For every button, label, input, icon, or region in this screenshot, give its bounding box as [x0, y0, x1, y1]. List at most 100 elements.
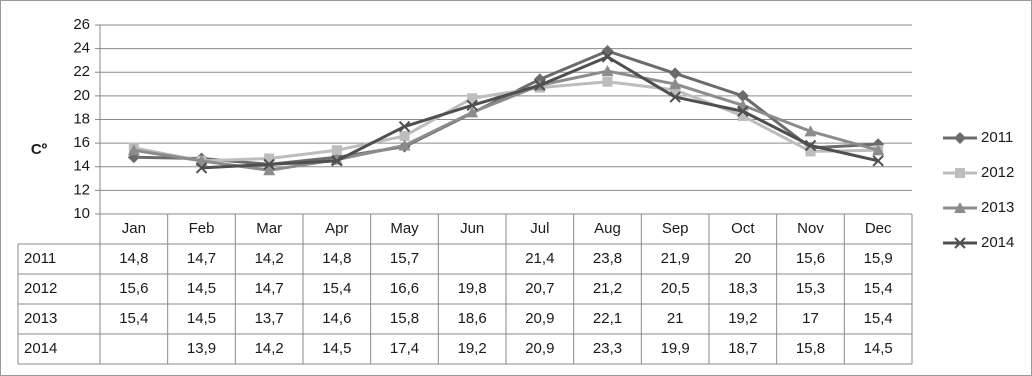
- point-2014-feb: [195, 162, 208, 174]
- series-2014: [195, 51, 884, 174]
- point-2013-aug: [601, 65, 614, 77]
- table-cell-2011-apr: 14,8: [322, 250, 351, 267]
- table-cell-2013-nov: 17: [802, 310, 819, 327]
- point-2014-jun-stroke-b: [466, 99, 478, 112]
- point-2014-sep-stroke-b: [669, 91, 681, 103]
- table-cell-2014-oct: 18,7: [728, 340, 757, 357]
- category-label-jan: Jan: [122, 220, 146, 237]
- table-cell-2013-apr: 14,6: [322, 310, 351, 327]
- table-cell-2012-aug: 21,2: [593, 280, 622, 297]
- point-2013-dec: [872, 144, 885, 156]
- table-row-header-2011: 2011: [24, 250, 56, 267]
- point-2013-jun: [466, 106, 479, 118]
- y-axis-label: Cº: [31, 141, 48, 158]
- point-2012-oct: [737, 110, 748, 121]
- point-2014-may: [398, 120, 411, 133]
- y-tick-label-14: 14: [73, 158, 90, 175]
- series-line-2013: [133, 69, 879, 172]
- table-cell-2013-jul: 20,9: [525, 310, 554, 327]
- point-2014-oct: [737, 105, 749, 117]
- y-tick-label-26: 26: [73, 16, 90, 33]
- table-cell-2012-jun: 19,8: [458, 280, 487, 297]
- point-2014-aug: [601, 51, 614, 63]
- point-2014-jun: [466, 99, 478, 112]
- category-label-apr: Apr: [325, 220, 348, 237]
- table-cell-2014-nov: 15,8: [796, 340, 825, 357]
- table-cell-2011-nov: 15,6: [796, 250, 825, 267]
- category-label-may: May: [390, 220, 419, 237]
- series-2011: [127, 44, 885, 171]
- category-label-dec: Dec: [865, 220, 892, 237]
- table-cell-2012-jan: 15,6: [119, 280, 148, 297]
- table-cell-2014-jul: 20,9: [525, 340, 554, 357]
- table-cell-2011-aug: 23,8: [593, 250, 622, 267]
- point-2014-nov: [804, 139, 817, 152]
- point-2013-may: [398, 139, 411, 151]
- point-2014-mar-stroke-b: [263, 158, 275, 171]
- series-line-2012: [133, 80, 879, 163]
- category-label-feb: Feb: [189, 220, 215, 237]
- table-cell-2012-oct: 18,3: [728, 280, 757, 297]
- table-cell-2013-jan: 15,4: [119, 310, 148, 327]
- legend-item-2012: 2012: [943, 164, 1014, 181]
- point-2011-sep: [669, 67, 682, 80]
- table-cell-2012-apr: 15,4: [322, 280, 351, 297]
- table-cell-2012-mar: 14,7: [255, 280, 284, 297]
- table-cell-2011-dec: 15,9: [864, 250, 893, 267]
- table-cell-2014-mar: 14,2: [255, 340, 284, 357]
- point-2013-jan: [127, 144, 140, 156]
- point-2011-aug: [601, 44, 614, 57]
- legend-label-2011: 2011: [981, 129, 1013, 146]
- y-tick-label-10: 10: [73, 205, 90, 222]
- point-2012-may: [399, 131, 410, 142]
- table-cell-2012-sep: 20,5: [661, 280, 690, 297]
- point-2014-dec: [872, 155, 884, 167]
- legend-marker-2011: [954, 132, 966, 144]
- category-label-aug: Aug: [594, 220, 621, 237]
- table-cell-2013-aug: 22,1: [593, 310, 622, 327]
- point-2012-aug: [602, 76, 613, 87]
- table-row-header-2012: 2012: [24, 280, 57, 297]
- table-cell-2014-feb: 13,9: [187, 340, 216, 357]
- point-2014-apr-stroke-b: [331, 155, 343, 167]
- series-lines: [127, 44, 885, 176]
- table-cell-2012-dec: 15,4: [864, 280, 893, 297]
- point-2012-nov: [805, 146, 816, 157]
- point-2014-dec-stroke-b: [872, 155, 884, 167]
- table-cell-2012-may: 16,6: [390, 280, 419, 297]
- category-label-mar: Mar: [256, 220, 282, 237]
- table-cell-2013-jun: 18,6: [458, 310, 487, 327]
- legend-item-2013: 2013: [943, 199, 1014, 216]
- legend-item-2014: 2014: [943, 234, 1014, 251]
- table-cell-2014-dec: 14,5: [864, 340, 893, 357]
- point-2012-sep: [670, 84, 681, 95]
- y-tick-label-16: 16: [73, 134, 90, 151]
- point-2011-oct: [736, 89, 749, 102]
- table-cell-2011-oct: 20: [734, 250, 751, 267]
- point-2014-feb-stroke-b: [195, 162, 208, 174]
- legend-marker-2012: [955, 168, 965, 178]
- point-2012-apr: [331, 145, 342, 156]
- point-2014-may-stroke-b: [398, 120, 411, 133]
- legend-marker-2013: [954, 202, 966, 213]
- point-2014-jul: [534, 79, 546, 91]
- table-cell-2013-dec: 15,4: [864, 310, 893, 327]
- point-2013-feb: [195, 154, 208, 166]
- y-tick-label-24: 24: [73, 40, 90, 57]
- point-2014-oct-stroke-b: [737, 105, 749, 117]
- category-label-jun: Jun: [460, 220, 484, 237]
- table-cell-2014-may: 17,4: [390, 340, 419, 357]
- point-2014-nov-stroke-b: [804, 139, 817, 152]
- series-2012: [128, 76, 884, 166]
- table-cell-2011-may: 15,7: [390, 250, 419, 267]
- point-2014-sep: [669, 91, 681, 103]
- data-table: Jan Feb Mar Apr May Jun Jul Aug Sep Oct Nov Dec 2011…: [17, 213, 913, 365]
- legend-label-2014: 2014: [981, 234, 1014, 251]
- legend-marker-2014: [954, 237, 966, 249]
- series-2013: [127, 65, 885, 176]
- table-cell-2012-feb: 14,5: [187, 280, 216, 297]
- y-tick-label-18: 18: [73, 110, 90, 127]
- point-2014-apr: [331, 155, 343, 167]
- table-cell-2013-sep: 21: [667, 310, 684, 327]
- y-tick-label-22: 22: [73, 63, 90, 80]
